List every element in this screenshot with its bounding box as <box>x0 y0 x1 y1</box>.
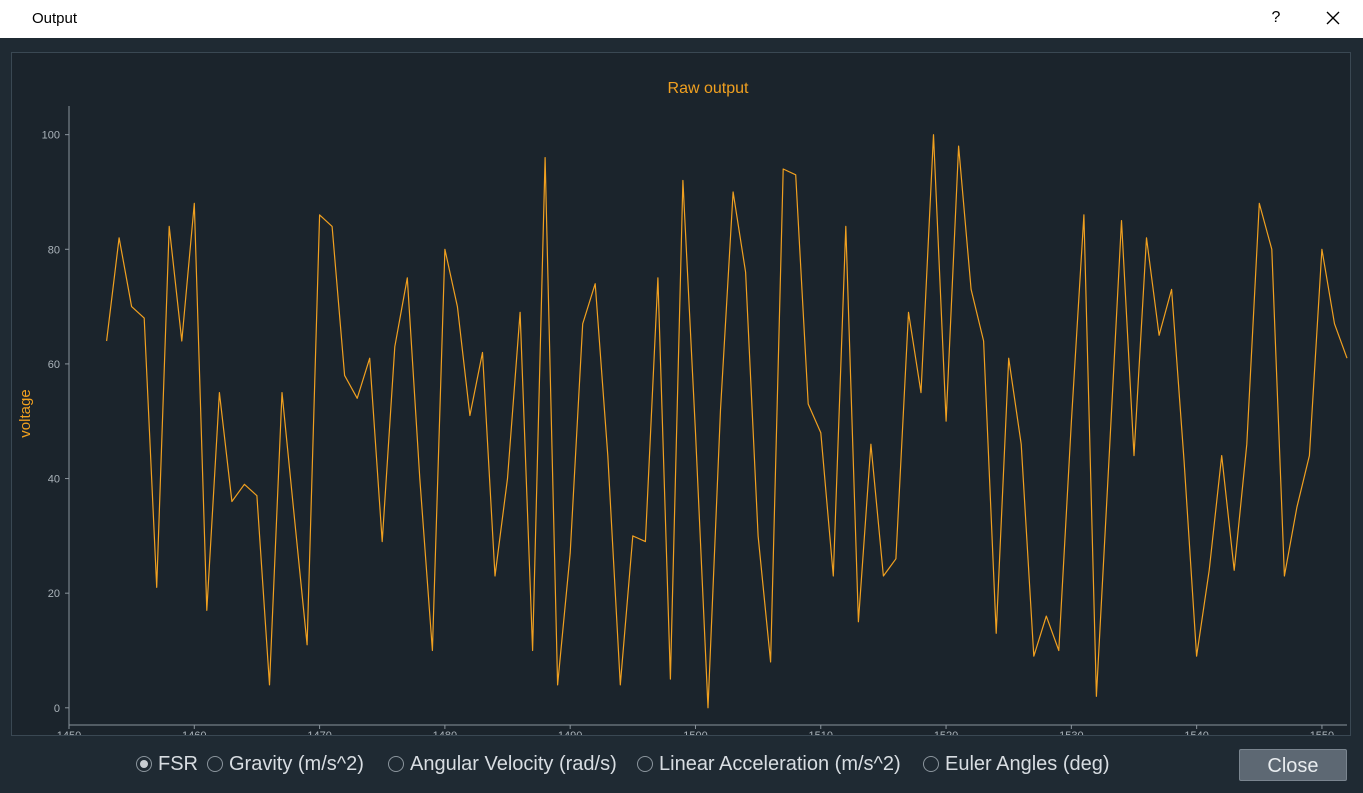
x-tick-label: 1470 <box>307 730 331 735</box>
radio-gravity[interactable]: Gravity (m/s^2) <box>207 751 364 777</box>
radio-fsr[interactable]: FSR <box>136 751 198 777</box>
x-tick-label: 1490 <box>558 730 582 735</box>
x-tick-label: 1550 <box>1310 730 1334 735</box>
radio-label: Linear Acceleration (m/s^2) <box>659 752 901 775</box>
x-tick-label: 1510 <box>809 730 833 735</box>
y-tick-label: 60 <box>48 359 60 371</box>
window-title: Output <box>32 10 78 27</box>
data-source-selector: FSR Gravity (m/s^2) Angular Velocity (ra… <box>0 743 1363 783</box>
output-window: Raw output voltage 0 20 40 60 80 100 1450 1460 147… <box>0 38 1363 793</box>
help-button[interactable]: ? <box>1271 9 1281 26</box>
radio-euler-angles[interactable]: Euler Angles (deg) <box>923 751 1110 777</box>
x-tick-label: 1530 <box>1059 730 1083 735</box>
x-tick-label: 1480 <box>433 730 457 735</box>
x-tick-label: 1450 <box>57 730 81 735</box>
close-icon <box>1326 11 1340 25</box>
plot-area: Raw output voltage 0 20 40 60 80 100 1450 1460 147… <box>11 52 1351 736</box>
x-tick-label: 1500 <box>683 730 707 735</box>
close-button[interactable]: Close <box>1239 749 1347 781</box>
radio-linear-acceleration[interactable]: Linear Acceleration (m/s^2) <box>637 751 901 777</box>
radio-label: FSR <box>158 752 198 775</box>
y-tick-label: 40 <box>48 474 60 486</box>
window-close-button[interactable] <box>1322 6 1344 30</box>
radio-indicator <box>388 756 404 772</box>
radio-label: Gravity (m/s^2) <box>229 752 364 775</box>
radio-indicator <box>637 756 653 772</box>
radio-indicator <box>136 756 152 772</box>
radio-indicator <box>207 756 223 772</box>
title-bar: Output ? <box>0 0 1363 38</box>
radio-label: Euler Angles (deg) <box>945 752 1110 775</box>
y-tick-label: 80 <box>48 244 60 256</box>
y-tick-label: 100 <box>42 130 60 142</box>
x-tick-label: 1540 <box>1184 730 1208 735</box>
chart-title: Raw output <box>668 80 749 97</box>
radio-angular-velocity[interactable]: Angular Velocity (rad/s) <box>388 751 617 777</box>
y-tick-label: 0 <box>54 703 60 715</box>
y-tick-label: 20 <box>48 588 60 600</box>
x-tick-label: 1520 <box>934 730 958 735</box>
raw-output-chart: Raw output voltage 0 20 40 60 80 100 1450 1460 147… <box>17 80 1348 735</box>
x-tick-label: 1460 <box>182 730 206 735</box>
y-axis-label: voltage <box>17 389 34 437</box>
radio-label: Angular Velocity (rad/s) <box>410 752 617 775</box>
radio-indicator <box>923 756 939 772</box>
series-line-0 <box>106 134 1348 709</box>
